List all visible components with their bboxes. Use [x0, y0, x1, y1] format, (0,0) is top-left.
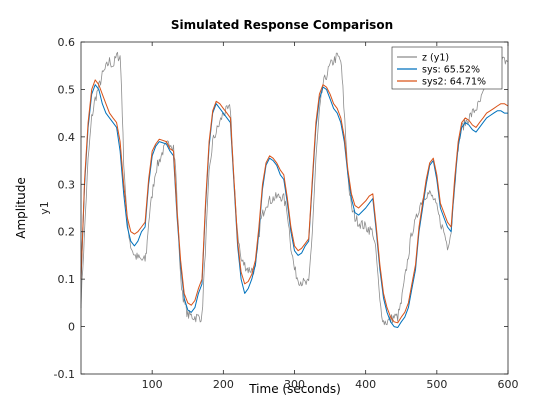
legend-box — [391, 46, 503, 90]
y-tick-label: 0.1 — [58, 273, 76, 286]
plot-background — [81, 42, 508, 374]
x-tick-label: 600 — [498, 378, 519, 391]
chart-title: Simulated Response Comparison — [171, 18, 393, 32]
legend-label-1: z (y1) — [422, 53, 449, 64]
plot-area: -0.1 0 0.1 0.2 0.3 0.4 0.5 0.6 100 200 300 400 500 60… — [54, 36, 519, 391]
y-tick-label: 0.2 — [58, 226, 76, 239]
x-tick-label: 400 — [355, 378, 376, 391]
y-axis-label: Amplitude — [14, 177, 28, 239]
y-tick-label: 0 — [68, 321, 75, 334]
x-tick-label: 100 — [142, 378, 163, 391]
legend-label-3: sys2: 64.71% — [422, 77, 486, 88]
legend-label-2: sys: 65.52% — [422, 65, 480, 76]
x-axis-label: Time (seconds) — [248, 382, 341, 396]
y-tick-label: -0.1 — [54, 368, 75, 381]
x-tick-label: 500 — [426, 378, 447, 391]
x-tick-label: 200 — [213, 378, 234, 391]
y-tick-label: 0.4 — [58, 131, 76, 144]
y-tick-label: 0.6 — [58, 36, 76, 49]
y-tick-label: 0.5 — [58, 83, 76, 96]
series-line-2 — [80, 84, 508, 328]
y-tick-label: 0.3 — [58, 178, 76, 191]
series-line-1 — [80, 51, 509, 326]
x-tick-label: 300 — [284, 378, 305, 391]
channel-label: y1 — [38, 201, 51, 215]
series-line-3 — [80, 79, 509, 324]
